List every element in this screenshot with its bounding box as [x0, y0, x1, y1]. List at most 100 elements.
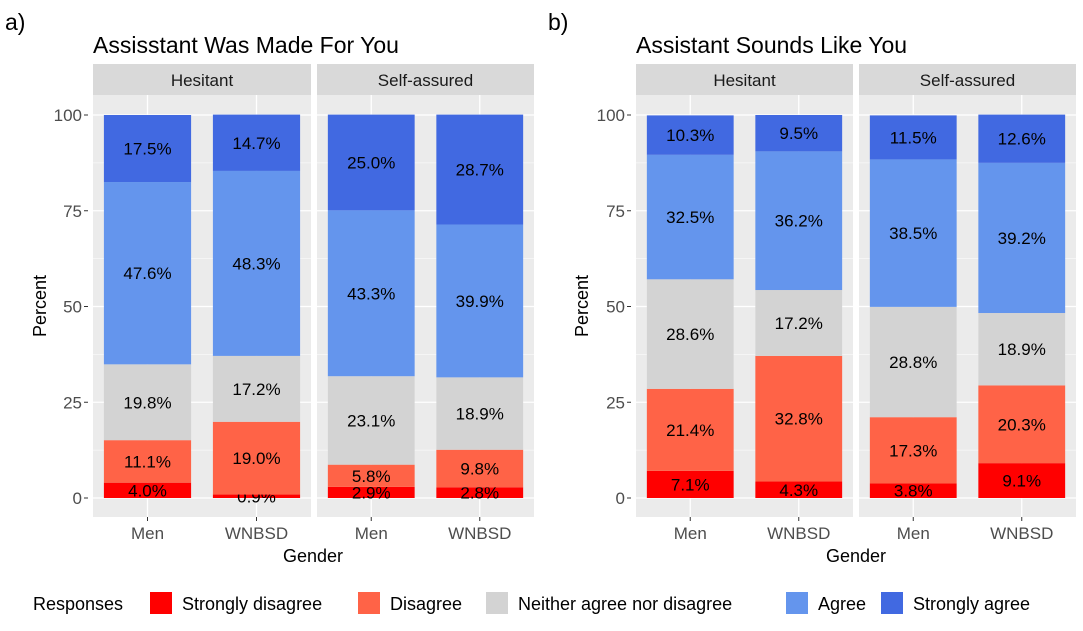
bar-segment-neither-agree-nor-disagree — [212, 355, 301, 422]
data-label: 10.3% — [666, 126, 714, 145]
bar-segment-disagree — [436, 449, 524, 488]
y-tick-label: 0 — [616, 489, 625, 508]
data-label: 28.7% — [456, 161, 504, 180]
data-label: 36.2% — [775, 212, 823, 231]
bar-segment-agree — [103, 182, 192, 365]
bar-segment-agree — [212, 170, 301, 356]
facet-hesitant: Hesitant4.0%11.1%19.8%47.6%17.5%Men0.9%1… — [93, 64, 311, 543]
x-tick-label: WNBSD — [990, 524, 1053, 543]
bar-segment-agree — [436, 224, 524, 378]
x-tick-label: WNBSD — [767, 524, 830, 543]
chart-title: Assisstant Was Made For You — [93, 32, 399, 58]
data-label: 19.0% — [232, 449, 280, 468]
bar-segment-strongly-disagree — [755, 481, 843, 498]
bar-segment-agree — [978, 162, 1066, 314]
facet-strip — [859, 64, 1076, 95]
y-tick-label: 50 — [63, 298, 82, 317]
data-label: 11.1% — [124, 452, 171, 471]
y-axis-label: Percent — [30, 275, 50, 337]
y-tick-label: 100 — [597, 106, 625, 125]
bar-segment-strongly-disagree — [646, 470, 734, 498]
legend-item-label: Neither agree nor disagree — [518, 594, 732, 614]
data-label: 17.2% — [775, 314, 823, 333]
bar-segment-strongly-agree — [103, 115, 192, 183]
facet-strip-label: Self-assured — [378, 71, 473, 90]
data-label: 9.1% — [1002, 472, 1041, 491]
bar-segment-neither-agree-nor-disagree — [327, 376, 415, 465]
data-label: 21.4% — [666, 421, 714, 440]
x-tick-label: Men — [355, 524, 388, 543]
bar-segment-neither-agree-nor-disagree — [869, 306, 957, 418]
data-label: 4.0% — [128, 481, 167, 500]
data-label: 17.2% — [232, 380, 280, 399]
x-axis-label: Gender — [283, 546, 343, 566]
data-label: 5.8% — [352, 467, 391, 486]
bar-segment-strongly-agree — [978, 114, 1066, 163]
panel-label: a) — [5, 9, 25, 35]
x-axis-label: Gender — [826, 546, 886, 566]
data-label: 11.5% — [890, 128, 937, 147]
y-tick-label: 25 — [606, 393, 625, 412]
bar-segment-agree — [327, 210, 415, 377]
bar-segment-agree — [869, 159, 957, 307]
facet-strip — [636, 64, 853, 95]
bar-segment-disagree — [755, 355, 843, 482]
legend-key-swatch — [150, 592, 172, 614]
bar-segment-agree — [646, 154, 734, 280]
bar-segment-strongly-disagree — [978, 463, 1066, 498]
data-label: 38.5% — [889, 224, 937, 243]
bar-segment-neither-agree-nor-disagree — [436, 377, 524, 450]
x-tick-label: Men — [131, 524, 164, 543]
legend-title: Responses — [33, 594, 123, 614]
data-label: 28.8% — [889, 353, 937, 372]
bar-segment-strongly-agree — [436, 114, 524, 225]
data-label: 2.9% — [352, 483, 391, 502]
legend-item-label: Strongly disagree — [182, 594, 322, 614]
chart-title: Assistant Sounds Like You — [636, 32, 907, 58]
facet-strip-label: Hesitant — [171, 71, 234, 90]
y-tick-label: 75 — [606, 202, 625, 221]
bar-segment-neither-agree-nor-disagree — [755, 290, 843, 356]
data-label: 32.5% — [666, 208, 714, 227]
data-label: 39.9% — [456, 292, 504, 311]
data-label: 9.8% — [460, 460, 499, 479]
data-label: 43.3% — [347, 284, 395, 303]
data-label: 18.9% — [998, 340, 1046, 359]
bar-segment-disagree — [978, 385, 1066, 464]
bar-segment-neither-agree-nor-disagree — [978, 313, 1066, 386]
data-label: 48.3% — [232, 254, 280, 273]
y-tick-label: 25 — [63, 393, 82, 412]
data-label: 17.5% — [123, 140, 171, 159]
facet-strip — [93, 64, 311, 95]
chart-panel-a: a) Assisstant Was Made For You Percent 0 25 5… — [5, 9, 534, 566]
data-label: 3.8% — [894, 482, 933, 501]
legend-item-label: Agree — [818, 594, 866, 614]
facet-self-assured: Self-assured 2.9%5.8% 23.1% 43.3% 25.0% Men 2.… — [317, 64, 534, 543]
facet-strip-label: Self-assured — [920, 71, 1015, 90]
data-label: 4.3% — [779, 481, 818, 500]
bar-segment-disagree — [103, 440, 192, 483]
y-tick-label: 100 — [54, 106, 82, 125]
y-tick-label: 75 — [63, 202, 82, 221]
x-tick-label: WNBSD — [225, 524, 288, 543]
bar-segment-disagree — [212, 421, 301, 495]
data-label: 17.3% — [889, 441, 937, 460]
bar-segment-disagree — [646, 388, 734, 471]
bar-segment-strongly-disagree — [869, 483, 957, 498]
y-axis-label: Percent — [572, 275, 592, 337]
data-label: 19.8% — [123, 393, 171, 412]
data-label: 20.3% — [998, 415, 1046, 434]
y-tick-label: 0 — [73, 489, 82, 508]
facet-strip — [317, 64, 534, 95]
legend-item-label: Disagree — [390, 594, 462, 614]
panel-label: b) — [548, 9, 568, 35]
data-label: 39.2% — [998, 229, 1046, 248]
data-label: 32.8% — [775, 410, 823, 429]
data-label: 9.5% — [779, 124, 818, 143]
bar-segment-strongly-agree — [327, 114, 415, 211]
facet-hesitant: Hesitant 7.1% 21.4% 28.6% 32.5% 10.3% Men 4.3% 3… — [636, 64, 853, 543]
data-label: 18.9% — [456, 405, 504, 424]
bar-segment-strongly-agree — [869, 115, 957, 160]
legend-key-swatch — [486, 592, 508, 614]
